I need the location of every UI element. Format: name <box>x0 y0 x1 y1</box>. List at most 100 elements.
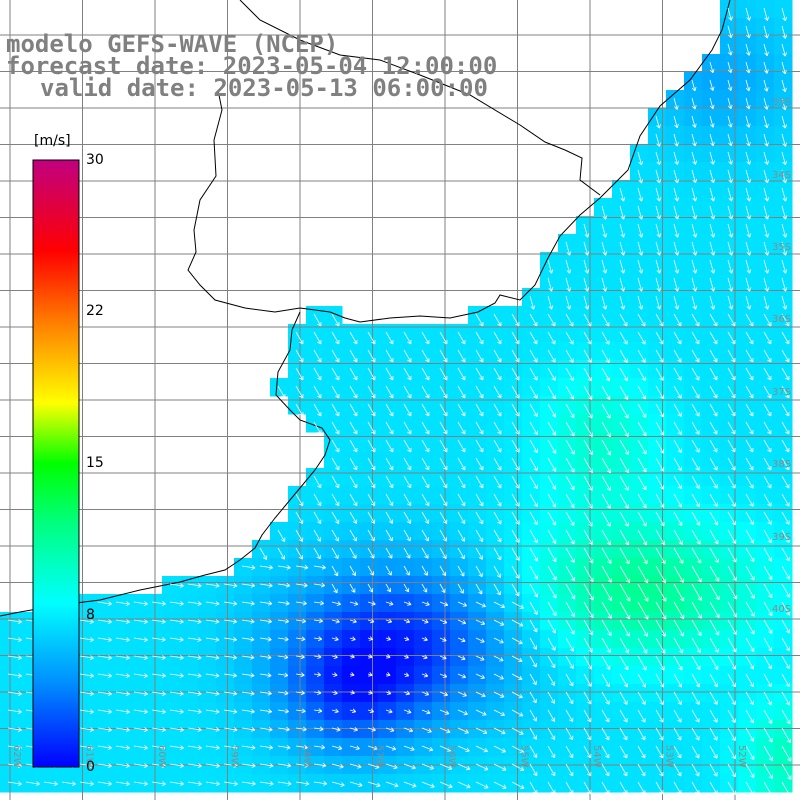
wind-arrow <box>583 439 593 456</box>
wind-cell <box>360 612 379 631</box>
wind-arrow <box>457 547 465 560</box>
wind-cell <box>324 414 343 433</box>
wind-cell <box>774 270 793 289</box>
wind-cell <box>432 360 451 379</box>
wind-arrow <box>25 781 40 786</box>
wind-cell <box>504 666 523 685</box>
wind-cell <box>414 666 433 685</box>
wind-cell <box>450 648 469 667</box>
wind-arrow <box>673 169 680 184</box>
wind-arrow <box>655 169 662 184</box>
wind-arrow <box>403 349 412 363</box>
wind-cell <box>774 324 793 343</box>
wind-cell <box>90 702 109 721</box>
wind-arrow <box>601 781 610 795</box>
wind-cell <box>360 360 379 379</box>
wind-arrow <box>709 313 718 327</box>
wind-cell <box>666 342 685 361</box>
wind-arrow <box>475 403 484 417</box>
wind-arrow <box>655 529 665 546</box>
wind-cell <box>720 324 739 343</box>
wind-arrow <box>781 367 790 381</box>
wind-arrow <box>619 511 629 527</box>
wind-arrow <box>367 781 381 788</box>
wind-cell <box>342 612 361 631</box>
wind-cell <box>612 180 631 199</box>
wind-arrow <box>529 511 538 526</box>
wind-cell <box>324 522 343 541</box>
wind-arrow <box>7 781 22 786</box>
wind-cell <box>288 666 307 685</box>
wind-cell <box>288 774 307 793</box>
wind-cell <box>432 504 451 523</box>
wind-arrow <box>691 655 701 671</box>
wind-cell <box>576 216 595 235</box>
wind-arrow <box>745 673 754 688</box>
wind-arrow <box>601 205 608 220</box>
wind-arrow <box>565 565 576 582</box>
wind-arrow <box>133 781 148 786</box>
wind-arrow <box>97 727 112 732</box>
wind-cell <box>234 774 253 793</box>
wind-cell <box>756 558 775 577</box>
wind-cell <box>0 612 19 631</box>
wind-cell <box>702 198 721 217</box>
wind-cell <box>306 720 325 739</box>
wind-cell <box>558 342 577 361</box>
wind-arrow <box>205 727 220 732</box>
wind-cell <box>378 486 397 505</box>
wind-cell <box>558 702 577 721</box>
wind-cell <box>450 576 469 595</box>
wind-arrow <box>619 655 629 671</box>
wind-arrow <box>241 618 255 624</box>
wind-cell <box>702 234 721 253</box>
wind-cell <box>594 630 613 649</box>
wind-cell <box>720 558 739 577</box>
wind-arrow <box>313 636 323 642</box>
wind-arrow <box>691 475 700 489</box>
wind-cell <box>162 720 181 739</box>
wind-arrow <box>493 619 505 626</box>
wind-cell <box>486 432 505 451</box>
wind-cell <box>180 684 199 703</box>
wind-arrow <box>367 439 376 453</box>
wind-arrow <box>709 547 719 564</box>
wind-arrow <box>601 277 608 292</box>
wind-cell <box>774 450 793 469</box>
wind-cell <box>324 486 343 505</box>
wind-arrow <box>241 582 256 588</box>
wind-arrow <box>421 583 428 593</box>
wind-cell <box>774 774 793 793</box>
lat-label: 39S <box>772 532 791 543</box>
wind-arrow <box>619 187 626 202</box>
wind-arrow <box>601 475 611 491</box>
wind-arrow <box>331 565 339 577</box>
wind-cell <box>684 432 703 451</box>
wind-arrow <box>763 673 772 688</box>
wind-arrow <box>295 511 304 525</box>
wind-arrow <box>529 349 538 363</box>
wind-arrow <box>673 151 679 165</box>
wind-arrow <box>313 529 321 542</box>
wind-cell <box>684 450 703 469</box>
wind-arrow <box>295 582 308 588</box>
wind-cell <box>738 288 757 307</box>
wind-cell <box>360 432 379 451</box>
wind-cell <box>378 360 397 379</box>
wind-arrow <box>205 763 220 768</box>
lat-label: 36S <box>772 314 791 325</box>
wind-arrow <box>781 529 790 543</box>
wind-cell <box>324 306 343 325</box>
wind-cell <box>342 468 361 487</box>
wind-cell <box>738 216 757 235</box>
wind-arrow <box>547 349 556 363</box>
wind-cell <box>360 324 379 343</box>
wind-cell <box>684 288 703 307</box>
wind-arrow <box>403 763 416 770</box>
wind-arrow <box>511 637 523 645</box>
wind-arrow <box>457 331 466 345</box>
wind-cell <box>144 738 163 757</box>
wind-cell <box>684 90 703 109</box>
wind-arrow <box>601 349 610 363</box>
wind-arrow <box>583 601 594 619</box>
